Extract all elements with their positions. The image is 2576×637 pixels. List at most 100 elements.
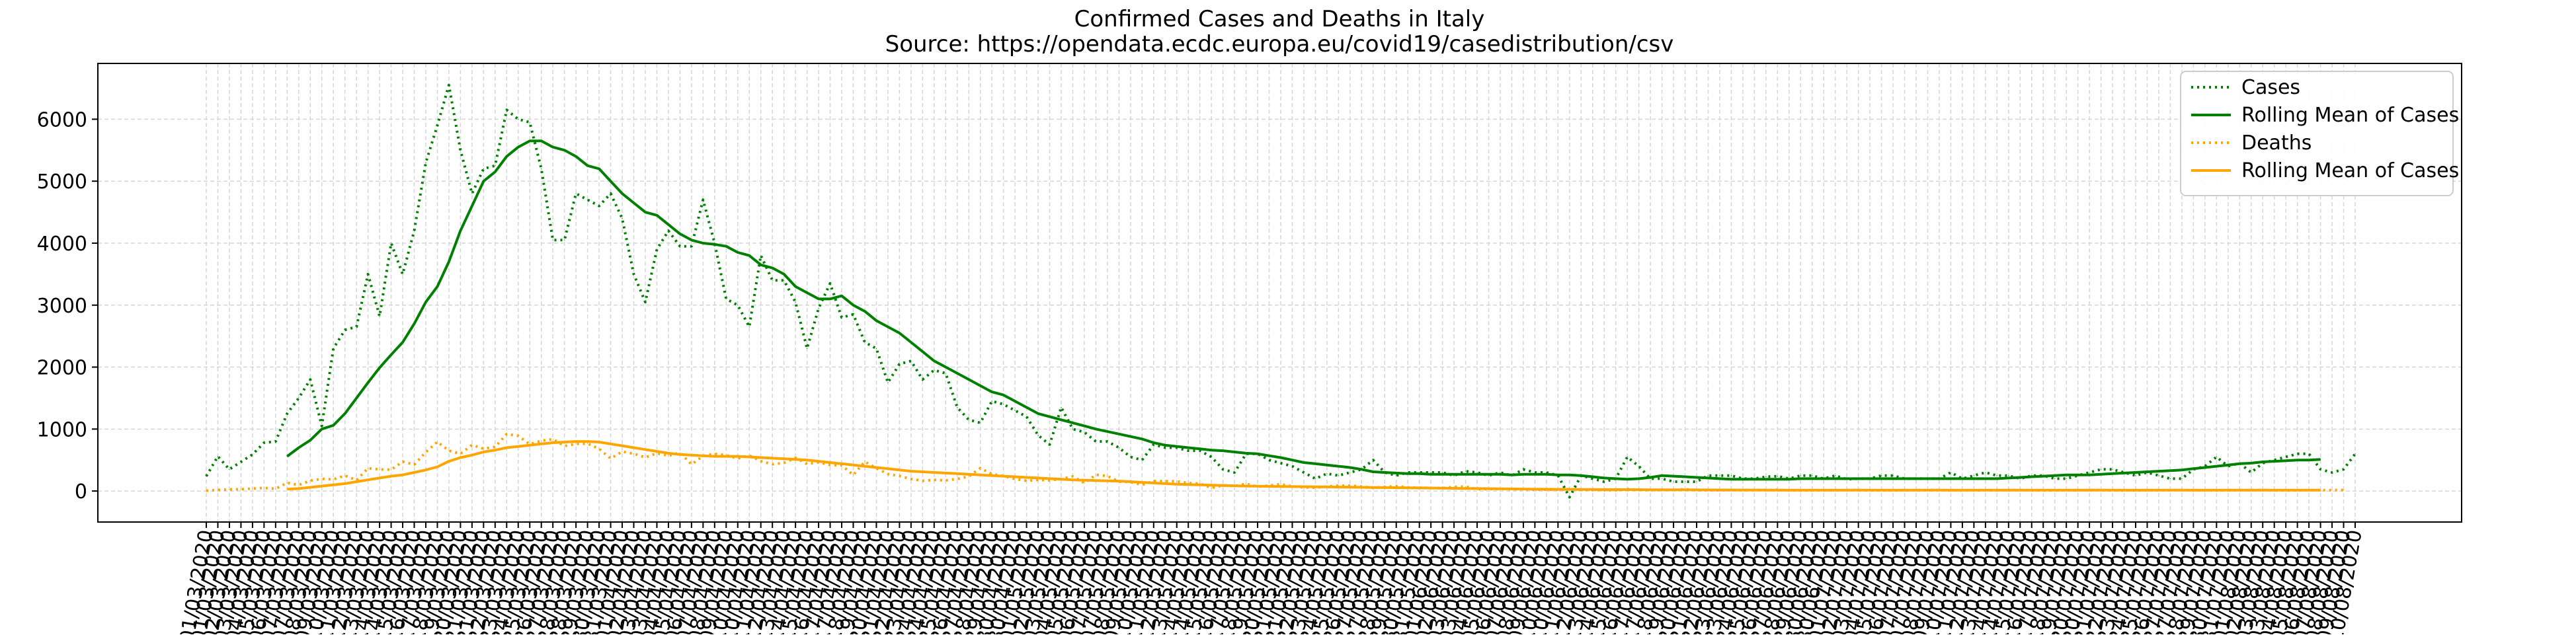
data-point [2008, 475, 2009, 476]
data-point [1569, 489, 1570, 490]
data-point [1592, 478, 1593, 480]
data-point [575, 193, 577, 194]
data-point [1349, 486, 1351, 488]
data-point [460, 149, 462, 151]
data-point [2054, 475, 2056, 476]
legend-label: Deaths [2241, 131, 2312, 155]
data-point [1592, 476, 1593, 478]
data-point [436, 286, 438, 287]
data-point [1141, 484, 1143, 486]
data-point [772, 457, 773, 459]
data-point [1211, 449, 1212, 451]
data-point [1049, 444, 1051, 445]
data-point [1719, 478, 1720, 480]
data-point [333, 425, 334, 426]
data-point [483, 451, 485, 453]
data-point [714, 453, 715, 455]
data-point [1777, 478, 1778, 480]
data-point [1187, 447, 1189, 449]
data-point [564, 149, 565, 151]
legend-label: Rolling Mean of Cases [2241, 159, 2459, 182]
data-point [1338, 466, 1339, 467]
data-point [2308, 459, 2310, 461]
data-point [1881, 478, 1882, 480]
data-point [1338, 475, 1339, 476]
data-point [587, 441, 588, 442]
data-point [333, 484, 334, 486]
data-point [2216, 466, 2217, 467]
data-point [471, 193, 473, 194]
data-point [286, 488, 288, 490]
data-point [760, 264, 762, 266]
data-point [2066, 474, 2067, 476]
y-axis: 0 1000 2000 3000 4000 5000 6000 [37, 108, 98, 504]
data-point [1164, 480, 1166, 482]
data-point [1361, 468, 1362, 470]
data-point [841, 465, 842, 466]
data-point [1153, 442, 1154, 443]
data-point [875, 320, 877, 321]
data-point [2204, 467, 2206, 468]
data-point [1072, 422, 1074, 424]
data-point [309, 486, 311, 488]
grid-layer [98, 63, 2462, 522]
legend-box [2180, 71, 2454, 196]
data-point [841, 295, 842, 297]
data-point [309, 480, 311, 482]
data-point [1638, 466, 1640, 467]
data-point [795, 301, 796, 303]
data-point [344, 483, 346, 484]
data-point [1003, 394, 1004, 396]
data-point [980, 422, 981, 424]
data-point [252, 488, 253, 489]
data-point [899, 363, 900, 365]
data-point [841, 463, 842, 465]
data-point [321, 428, 323, 430]
data-point [252, 454, 253, 455]
data-point [1673, 481, 1674, 482]
data-point [772, 280, 773, 281]
data-point [610, 458, 612, 459]
data-point [1211, 484, 1212, 486]
data-point [760, 255, 762, 256]
data-point [852, 314, 854, 315]
legend: Cases Rolling Mean of Cases Deaths Rolling … [2180, 71, 2459, 196]
data-point [275, 441, 276, 442]
data-point [1615, 489, 1617, 490]
data-point [1627, 489, 1628, 490]
data-point [1026, 406, 1027, 408]
data-point [1696, 481, 1697, 482]
data-point [922, 379, 923, 380]
data-point [1730, 478, 1732, 480]
data-point [1141, 459, 1143, 461]
y-tick-label: 5000 [37, 170, 87, 194]
y-tick-label: 0 [75, 480, 87, 504]
data-point [1465, 470, 1467, 472]
data-point [610, 180, 612, 182]
data-point [922, 480, 923, 482]
data-point [1280, 486, 1281, 487]
data-point [910, 478, 912, 480]
data-point [1349, 467, 1351, 468]
data-point [1049, 478, 1051, 480]
data-point [1187, 482, 1189, 484]
data-point [1291, 486, 1293, 488]
data-point [1465, 488, 1467, 489]
data-point [460, 453, 462, 455]
data-point [841, 317, 842, 318]
data-point [922, 471, 923, 472]
data-point [483, 180, 485, 182]
data-point [1338, 486, 1339, 488]
data-point [875, 348, 877, 350]
data-point [2320, 468, 2321, 470]
data-point [1153, 482, 1154, 484]
data-point [633, 202, 635, 204]
y-tick-label: 6000 [37, 108, 87, 131]
data-point [2193, 468, 2194, 469]
data-point [356, 481, 357, 482]
data-point [425, 301, 426, 303]
data-point [598, 441, 600, 443]
data-point [436, 441, 438, 443]
data-point [564, 445, 565, 447]
data-point [633, 453, 635, 455]
